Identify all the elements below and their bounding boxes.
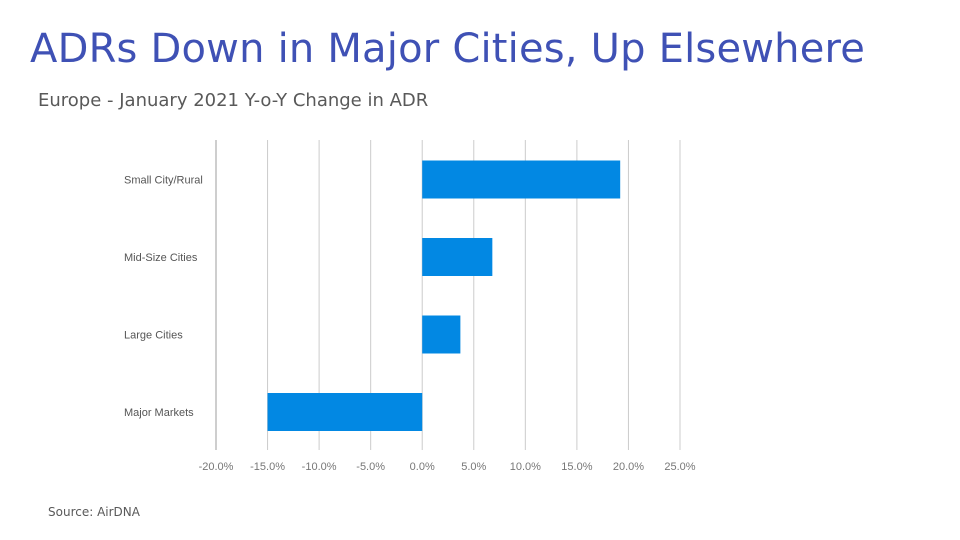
- x-tick-label: -10.0%: [302, 461, 337, 473]
- x-tick-label: 25.0%: [664, 461, 695, 473]
- bar: [422, 315, 461, 354]
- x-tick-label: -5.0%: [356, 461, 385, 473]
- slide-subtitle: Europe - January 2021 Y-o-Y Change in AD…: [38, 90, 429, 111]
- bar: [422, 160, 621, 199]
- x-tick-label: 10.0%: [510, 461, 541, 473]
- source-note: Source: AirDNA: [48, 505, 140, 519]
- x-tick-label: -15.0%: [250, 461, 285, 473]
- x-tick-label: 5.0%: [461, 461, 486, 473]
- x-tick-label: 20.0%: [613, 461, 644, 473]
- category-label: Mid-Size Cities: [124, 252, 198, 264]
- x-tick-label: 0.0%: [410, 461, 435, 473]
- category-label: Large Cities: [124, 330, 183, 342]
- bar: [267, 393, 423, 431]
- category-label: Small City/Rural: [124, 175, 203, 187]
- slide-title: ADRs Down in Major Cities, Up Elsewhere: [30, 26, 866, 72]
- category-label: Major Markets: [124, 407, 194, 419]
- bar: [422, 238, 493, 276]
- x-tick-label: 15.0%: [561, 461, 592, 473]
- x-tick-label: -20.0%: [199, 461, 234, 473]
